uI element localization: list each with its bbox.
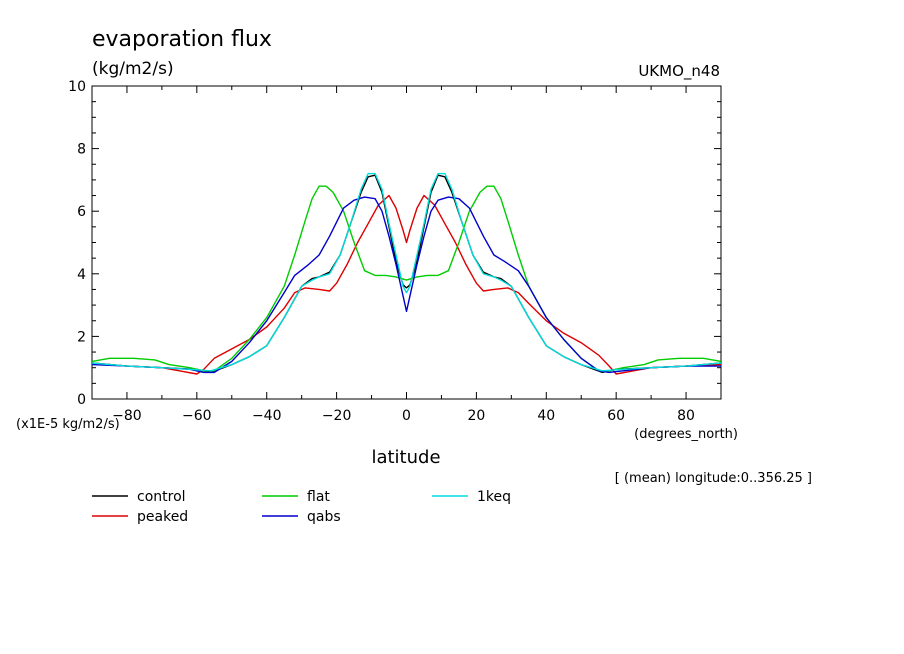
x-tick-label: 60 (607, 408, 625, 424)
x-tick-label: 20 (467, 408, 485, 424)
legend-label-flat: flat (307, 489, 330, 505)
y-tick-label: 10 (68, 79, 86, 95)
legend-label-peaked: peaked (137, 509, 188, 525)
y-tick-label: 6 (77, 204, 86, 220)
x-tick-label: −20 (322, 408, 352, 424)
x-tick-label: 0 (402, 408, 411, 424)
model-label: UKMO_n48 (638, 62, 720, 81)
y-scale-label: (x1E-5 kg/m2/s) (16, 417, 120, 432)
y-tick-label: 2 (77, 329, 86, 345)
legend: control peaked flat qabs 1keq (92, 489, 511, 525)
x-units-label: (degrees_north) (634, 427, 738, 442)
x-tick-label: 80 (677, 408, 695, 424)
y-tick-label: 4 (77, 267, 86, 283)
legend-label-1keq: 1keq (477, 489, 511, 505)
x-tick-label: −80 (112, 408, 142, 424)
series-line-1keq (91, 172, 722, 372)
y-tick-label: 8 (77, 142, 86, 158)
units-label: (kg/m2/s) (92, 59, 174, 79)
x-tick-label: 40 (537, 408, 555, 424)
x-tick-label: −60 (182, 408, 212, 424)
chart-title: evaporation flux (92, 27, 272, 52)
legend-label-qabs: qabs (307, 509, 341, 525)
series-line-peaked (91, 194, 722, 375)
series-lines (91, 172, 722, 375)
series-line-control (91, 174, 722, 374)
x-axis-label: latitude (371, 447, 440, 468)
x-tick-label: −40 (252, 408, 282, 424)
axis-tick-labels: −80 −60 −40 −20 0 20 40 60 80 0 2 4 6 8 10 (68, 79, 695, 424)
series-line-flat (91, 185, 722, 372)
averaging-note: [ (mean) longitude:0..356.25 ] (615, 471, 812, 486)
series-line-qabs (91, 196, 721, 374)
y-tick-label: 0 (77, 392, 86, 408)
legend-label-control: control (137, 489, 186, 505)
axis-ticks (91, 85, 722, 400)
